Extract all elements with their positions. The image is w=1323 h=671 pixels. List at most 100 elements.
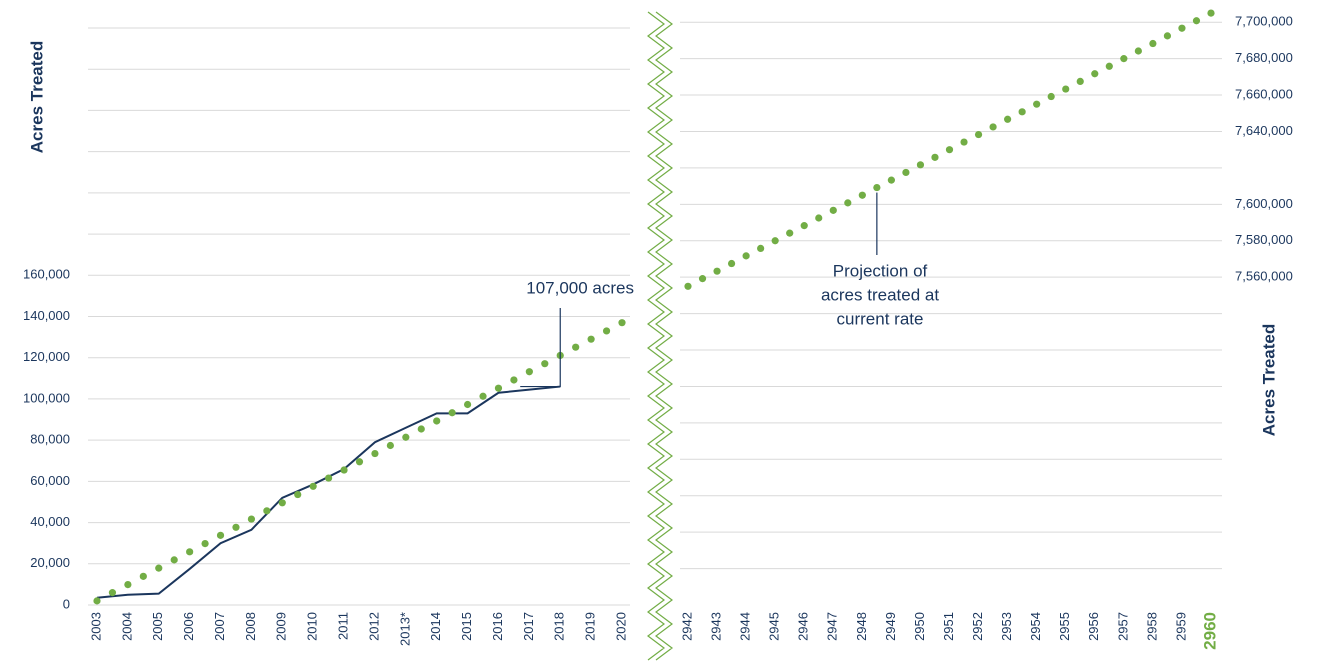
projection-dot: [201, 539, 209, 548]
projection-dot: [325, 474, 333, 482]
x-tick-label: 2948: [854, 612, 869, 641]
projection-dot: [1134, 47, 1142, 55]
data-line: [96, 385, 561, 599]
annotation: Projection of: [833, 261, 928, 280]
x-tick-label: 2009: [274, 612, 289, 641]
projection-dot: [108, 589, 117, 597]
projection-dot: [960, 138, 968, 146]
projection-dot: [247, 515, 256, 523]
projection-dot: [433, 417, 441, 425]
x-tick-label: 2008: [243, 612, 258, 641]
projection-dot: [340, 466, 348, 474]
projection-dot: [771, 237, 779, 245]
x-tick-label: 2959: [1173, 612, 1188, 641]
projection-dot: [945, 146, 954, 154]
projection-dot: [902, 168, 910, 177]
x-tick-label: 2012: [366, 612, 381, 641]
x-tick-label: 2018: [552, 612, 567, 641]
projection-dot: [463, 400, 472, 409]
projection-dot: [402, 433, 410, 441]
projection-dot: [494, 384, 503, 392]
x-tick-label: 2954: [1028, 612, 1043, 641]
projection-dot: [1091, 70, 1099, 78]
x-tick-label: 2958: [1144, 612, 1159, 641]
y-tick-label: 100,000: [23, 390, 70, 405]
x-tick-label: 2006: [181, 612, 196, 641]
projection-dot: [1047, 92, 1055, 101]
projection-dot: [278, 499, 286, 507]
projection-dot: [727, 259, 736, 268]
x-tick-label: 2013*: [397, 612, 412, 646]
x-tick-label: 2011: [335, 612, 350, 640]
x-tick-label: 2005: [150, 612, 165, 641]
projection-dot: [815, 214, 823, 222]
x-tick-label: 2956: [1086, 612, 1101, 641]
x-tick-label: 2010: [305, 612, 320, 641]
projection-dot: [684, 282, 692, 290]
projection-dot: [572, 343, 580, 351]
x-tick-label: 2004: [119, 612, 134, 641]
projection-dot: [587, 335, 595, 343]
projection-dot: [541, 360, 549, 368]
x-tick-label: 2020: [613, 612, 628, 641]
projection-dot: [1033, 100, 1041, 108]
x-tick-label: 2950: [912, 612, 927, 641]
x-tick-label: 2949: [883, 612, 898, 641]
projection-dot: [989, 123, 997, 131]
y-axis-title: Acres Treated: [27, 41, 46, 153]
y-tick-label: 160,000: [23, 267, 70, 282]
x-tick-label: 2945: [767, 612, 782, 641]
projection-dot: [602, 327, 611, 335]
annotation-leader: [520, 308, 561, 388]
y-tick-label: 120,000: [23, 349, 70, 364]
projection-dot: [1018, 108, 1026, 116]
projection-dot: [742, 252, 750, 260]
projection-dot: [887, 176, 895, 184]
y-tick-label: 40,000: [30, 514, 70, 529]
projection-dot: [216, 531, 225, 539]
x-tick-label: 2951: [941, 612, 956, 641]
x-tick-label: 2016: [490, 612, 505, 641]
annotation: current rate: [837, 309, 924, 328]
projection-dot: [931, 153, 939, 161]
projection-dot: [974, 130, 983, 139]
projection-dot: [916, 161, 925, 169]
projection-dot: [294, 490, 302, 499]
projection-dot: [618, 319, 626, 327]
x-tick-label: 2017: [521, 612, 536, 641]
x-tick-label: 2942: [679, 612, 694, 641]
y-tick-label: 20,000: [30, 555, 70, 570]
y2-axis-title: Acres Treated: [1259, 324, 1278, 436]
x-tick-label: 2947: [825, 612, 840, 641]
projection-dot: [1149, 39, 1157, 48]
x-tick-label: 2007: [212, 612, 227, 641]
projection-dot: [263, 507, 271, 515]
y-tick-label: 140,000: [23, 308, 70, 323]
projection-dot: [858, 191, 866, 199]
projection-dot: [844, 199, 852, 207]
projection-dot: [186, 548, 194, 556]
projection-dot: [93, 597, 101, 605]
projection-dot: [417, 425, 425, 433]
x-tick-label: 2957: [1115, 612, 1130, 641]
x-tick-label: 2014: [428, 612, 443, 641]
projection-dot: [1105, 62, 1113, 70]
projection-dot: [1076, 77, 1084, 86]
projection-dot: [232, 523, 240, 531]
x-tick-label: 2952: [970, 612, 985, 641]
projection-dot: [786, 229, 794, 237]
projection-dot: [371, 449, 379, 458]
projection-dot: [1004, 115, 1012, 123]
y2-tick-label: 7,700,000: [1235, 14, 1293, 29]
projection-dot: [800, 222, 808, 230]
projection-dot: [170, 556, 178, 564]
y2-tick-label: 7,580,000: [1235, 232, 1293, 247]
x-tick-label: 2953: [999, 612, 1014, 641]
projection-dot: [479, 392, 487, 400]
projection-dot: [1192, 17, 1201, 25]
projection-dot: [713, 267, 721, 275]
y-tick-label: 0: [63, 596, 70, 611]
projection-dot: [1120, 55, 1128, 63]
y2-tick-label: 7,640,000: [1235, 123, 1293, 138]
